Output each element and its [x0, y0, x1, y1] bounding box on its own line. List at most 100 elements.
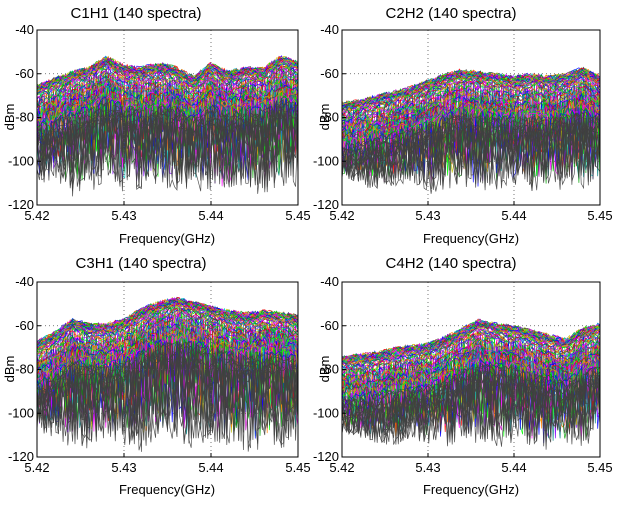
- y-tick-label: -80: [320, 362, 339, 377]
- spectrum-trace: [37, 306, 298, 350]
- y-tick-label: -80: [15, 110, 34, 125]
- x-tick-label: 5.43: [111, 208, 136, 223]
- x-tick-label: 5.45: [285, 460, 310, 475]
- spectra-traces: [37, 55, 298, 197]
- spectrum-trace: [37, 56, 298, 91]
- y-tick-label: -100: [8, 405, 34, 420]
- y-tick-label: -100: [313, 153, 339, 168]
- spectra-traces: [342, 66, 600, 194]
- x-tick-label: 5.44: [198, 460, 223, 475]
- y-tick-label: -100: [313, 405, 339, 420]
- spectrum-trace: [342, 330, 600, 414]
- x-axis-label: Frequency(GHz): [423, 482, 519, 497]
- spectrum-trace: [37, 65, 298, 92]
- x-tick-label: 5.45: [285, 208, 310, 223]
- x-tick-label: 5.42: [329, 460, 354, 475]
- y-axis-label: dBm: [317, 356, 332, 383]
- x-ticks: 5.42 5.43 5.44 5.45: [24, 201, 311, 223]
- spectrum-trace: [37, 309, 298, 410]
- x-axis-label: Frequency(GHz): [423, 231, 519, 246]
- x-axis-label: Frequency(GHz): [119, 482, 215, 497]
- y-axis-label: dBm: [2, 104, 17, 131]
- x-ticks: 5.42 5.43 5.44 5.45: [24, 453, 311, 475]
- spectrum-trace: [342, 128, 600, 190]
- x-ticks: 5.42 5.43 5.44 5.45: [329, 453, 613, 475]
- panel-c1h1: C1H1 (140 spectra) -40 -60 -80 -100 -120 5.4…: [2, 5, 311, 246]
- x-tick-label: 5.43: [415, 460, 440, 475]
- spectrum-trace: [342, 345, 600, 427]
- spectrum-trace: [37, 78, 298, 171]
- panel-title: C3H1 (140 spectra): [76, 255, 207, 272]
- spectrum-trace: [342, 374, 600, 444]
- spectrum-trace: [342, 85, 600, 163]
- spectrum-trace: [37, 306, 298, 406]
- y-tick-label: -40: [15, 22, 34, 37]
- y-tick-label: -60: [320, 66, 339, 81]
- panel-c3h1: C3H1 (140 spectra) -40 -60 -80 -100 -120 5.4…: [2, 255, 311, 497]
- y-tick-label: -80: [15, 362, 34, 377]
- y-tick-label: -60: [320, 318, 339, 333]
- spectrum-trace: [37, 313, 298, 413]
- spectrum-trace: [342, 378, 600, 445]
- spectrum-trace: [37, 116, 298, 197]
- panel-title: C4H2 (140 spectra): [386, 255, 517, 272]
- y-tick-label: -60: [15, 66, 34, 81]
- spectrum-trace: [342, 96, 600, 175]
- y-tick-label: -120: [8, 449, 34, 464]
- panel-title: C1H1 (140 spectra): [71, 5, 202, 22]
- y-tick-label: -120: [313, 449, 339, 464]
- x-tick-label: 5.44: [501, 208, 526, 223]
- spectrum-trace: [342, 371, 600, 447]
- spectrum-trace: [342, 103, 600, 182]
- y-tick-label: -40: [15, 274, 34, 289]
- spectrum-trace: [342, 74, 600, 114]
- x-tick-label: 5.45: [587, 208, 612, 223]
- grid: [342, 30, 600, 205]
- y-tick-label: -40: [320, 22, 339, 37]
- x-ticks: 5.42 5.43 5.44 5.45: [329, 201, 613, 223]
- panel-c4h2: C4H2 (140 spectra) -40 -60 -80 -100 -120 5.4…: [313, 255, 613, 497]
- x-tick-label: 5.43: [111, 460, 136, 475]
- spectrum-trace: [342, 339, 600, 424]
- spectrum-trace: [342, 377, 600, 447]
- y-tick-label: -120: [8, 197, 34, 212]
- spectra-traces: [37, 296, 298, 452]
- x-axis-label: Frequency(GHz): [119, 231, 215, 246]
- x-tick-label: 5.42: [329, 208, 354, 223]
- spectrum-trace: [342, 110, 600, 188]
- panel-title: C2H2 (140 spectra): [386, 5, 517, 22]
- spectrum-trace: [342, 122, 600, 190]
- spectrum-trace: [342, 379, 600, 450]
- spectrum-trace: [342, 326, 600, 367]
- y-ticks: -40 -60 -80 -100 -120: [313, 274, 346, 464]
- y-tick-label: -100: [8, 153, 34, 168]
- spectrum-trace: [342, 375, 600, 446]
- spectrum-trace: [342, 338, 600, 420]
- spectrum-trace: [37, 310, 298, 404]
- spectrum-trace: [342, 90, 600, 172]
- y-ticks: -40 -60 -80 -100 -120: [8, 22, 41, 212]
- y-ticks: -40 -60 -80 -100 -120: [313, 22, 346, 212]
- spectrum-trace: [37, 322, 298, 425]
- spectrum-trace: [342, 77, 600, 155]
- x-tick-label: 5.42: [24, 208, 49, 223]
- spectrum-trace: [37, 351, 298, 451]
- y-tick-label: -120: [313, 197, 339, 212]
- x-tick-label: 5.43: [415, 208, 440, 223]
- spectrum-trace: [37, 307, 298, 400]
- spectrum-trace: [342, 328, 600, 407]
- y-ticks: -40 -60 -80 -100 -120: [8, 274, 41, 464]
- spectrum-trace: [342, 324, 600, 367]
- x-tick-label: 5.44: [501, 460, 526, 475]
- x-tick-label: 5.42: [24, 460, 49, 475]
- y-tick-label: -80: [320, 110, 339, 125]
- x-tick-label: 5.45: [587, 460, 612, 475]
- y-tick-label: -40: [320, 274, 339, 289]
- y-axis-label: dBm: [317, 104, 332, 131]
- spectrum-trace: [37, 332, 298, 434]
- grid: [342, 282, 600, 457]
- spectrum-trace: [342, 80, 600, 163]
- spectrum-trace: [342, 358, 600, 444]
